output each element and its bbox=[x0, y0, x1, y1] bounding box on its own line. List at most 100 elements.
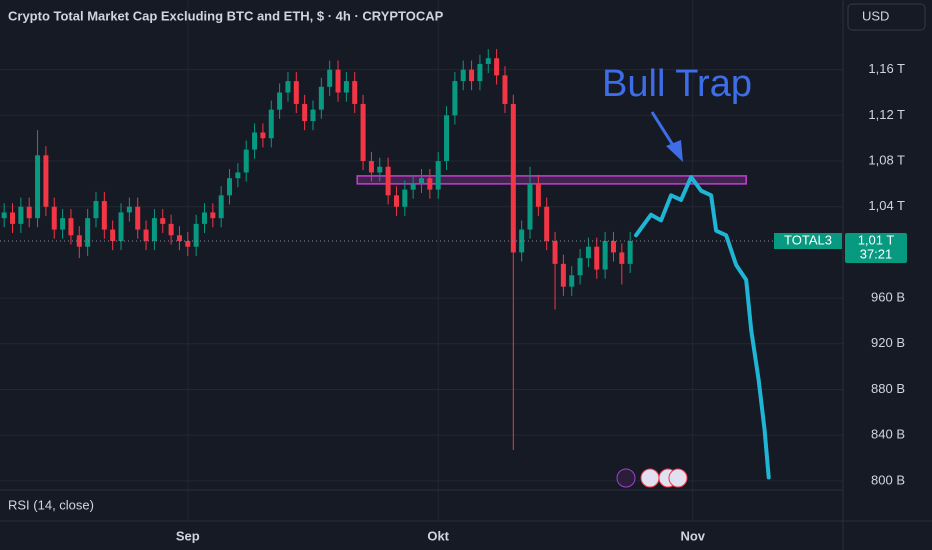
candle-body bbox=[210, 212, 216, 219]
candle-body bbox=[485, 58, 491, 64]
candle-body bbox=[627, 241, 633, 264]
rsi-label: RSI (14, close) bbox=[8, 497, 94, 512]
candle-body bbox=[602, 241, 608, 270]
candle-body bbox=[318, 86, 324, 110]
candle-body bbox=[469, 69, 475, 82]
countdown-label: 37:21 bbox=[860, 246, 893, 261]
candle-body bbox=[560, 263, 566, 287]
candle-body bbox=[101, 201, 107, 230]
candle-body bbox=[402, 189, 408, 207]
candle-body bbox=[1, 212, 7, 219]
candle-body bbox=[519, 229, 525, 253]
candle-body bbox=[93, 201, 99, 219]
candle-body bbox=[427, 178, 433, 190]
candle-body bbox=[335, 69, 341, 93]
candle-body bbox=[160, 218, 166, 224]
arrow-head bbox=[666, 140, 683, 162]
candle-body bbox=[118, 212, 124, 242]
candle-body bbox=[68, 218, 74, 236]
y-tick-label: 1,08 T bbox=[868, 152, 905, 167]
y-tick-label: 880 B bbox=[871, 381, 905, 396]
candle-body bbox=[168, 223, 174, 236]
currency-label[interactable]: USD bbox=[862, 8, 889, 23]
candle-body bbox=[60, 218, 66, 230]
chart-title: Crypto Total Market Cap Excluding BTC an… bbox=[8, 8, 444, 23]
candle-body bbox=[577, 258, 583, 276]
candle-body bbox=[10, 212, 16, 224]
icon bbox=[616, 468, 636, 488]
annotation: Bull Trap bbox=[602, 63, 752, 105]
candle-body bbox=[393, 195, 399, 207]
candle-body bbox=[619, 252, 625, 264]
icon bbox=[640, 468, 660, 488]
candle-body bbox=[327, 69, 333, 87]
candle-body bbox=[35, 155, 41, 219]
candle-body bbox=[452, 81, 458, 116]
grid bbox=[0, 0, 843, 521]
candle-body bbox=[410, 183, 416, 190]
x-tick-label: Nov bbox=[680, 528, 705, 543]
candle-body bbox=[377, 166, 383, 173]
candle-body bbox=[293, 81, 299, 104]
candle-body bbox=[143, 229, 149, 242]
candle-body bbox=[302, 103, 308, 122]
candle-body bbox=[26, 206, 32, 219]
candle-body bbox=[418, 178, 425, 184]
candle-body bbox=[218, 195, 224, 219]
candle-body bbox=[76, 235, 82, 247]
y-tick-label: 960 B bbox=[871, 290, 905, 305]
candle-body bbox=[135, 206, 141, 230]
candle-body bbox=[85, 218, 91, 247]
y-tick-label: 840 B bbox=[871, 427, 905, 442]
candle-body bbox=[460, 69, 466, 82]
candle-body bbox=[151, 218, 157, 242]
candle-body bbox=[510, 103, 516, 253]
icon bbox=[668, 468, 688, 488]
candle-body bbox=[43, 155, 49, 207]
candle-body bbox=[243, 149, 249, 173]
candle-body bbox=[368, 161, 374, 173]
candle-body bbox=[444, 115, 450, 162]
candle-body bbox=[477, 63, 483, 82]
candle-body bbox=[494, 58, 500, 76]
candle-body bbox=[502, 75, 508, 104]
candle-body bbox=[18, 206, 24, 224]
candle-body bbox=[352, 81, 358, 104]
marks bbox=[1, 49, 771, 480]
y-tick-label: 1,16 T bbox=[868, 61, 905, 76]
candle-body bbox=[51, 206, 57, 230]
y-tick-label: 800 B bbox=[871, 472, 905, 487]
candle-body bbox=[569, 275, 575, 287]
candle-body bbox=[552, 241, 558, 264]
x-tick-label: Okt bbox=[427, 528, 449, 543]
event-icons bbox=[616, 468, 688, 488]
candle-body bbox=[235, 172, 241, 179]
candle-body bbox=[110, 229, 116, 242]
candle-body bbox=[126, 206, 132, 213]
candle-body bbox=[252, 132, 258, 150]
forecast-line bbox=[634, 175, 771, 480]
candle-body bbox=[435, 161, 441, 190]
candle-body bbox=[360, 103, 366, 162]
candle-body bbox=[610, 241, 616, 253]
candle-body bbox=[535, 183, 541, 207]
candle-body bbox=[310, 109, 316, 122]
candle-body bbox=[585, 246, 591, 259]
resistance-zone bbox=[356, 175, 747, 185]
candle-body bbox=[268, 109, 274, 139]
candle-body bbox=[544, 206, 550, 242]
y-tick-label: 1,12 T bbox=[868, 107, 905, 122]
candle-body bbox=[285, 81, 291, 93]
y-tick-label: 920 B bbox=[871, 335, 905, 350]
candle-body bbox=[277, 92, 283, 110]
y-tick-label: 1,04 T bbox=[868, 198, 905, 213]
candle-body bbox=[260, 132, 266, 139]
candle-body bbox=[193, 223, 199, 247]
candle-body bbox=[227, 178, 233, 196]
price-tag bbox=[845, 233, 907, 264]
currency-button[interactable] bbox=[847, 3, 926, 31]
candle-body bbox=[201, 212, 207, 224]
symbol-label: TOTAL3 bbox=[784, 232, 832, 247]
